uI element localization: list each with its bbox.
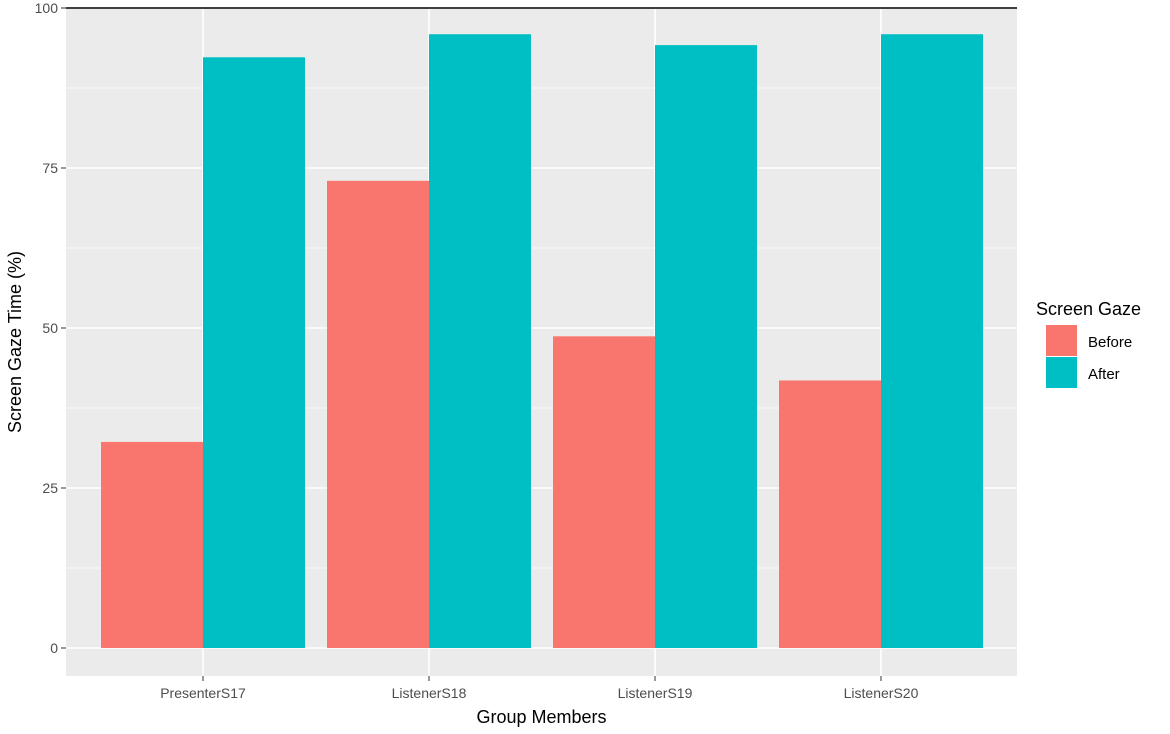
bar-before-presenters17 xyxy=(101,441,203,648)
bar-after-listeners20 xyxy=(881,34,983,649)
x-tick-label: ListenerS18 xyxy=(392,685,467,701)
y-axis: 0 25 50 75 100 xyxy=(35,0,66,656)
x-axis: PresenterS17 ListenerS18 ListenerS19 Listen… xyxy=(160,676,919,701)
bar-after-presenters17 xyxy=(203,57,305,648)
y-tick-label: 75 xyxy=(42,160,58,176)
legend-key-before xyxy=(1046,325,1077,356)
bar-after-listeners19 xyxy=(655,45,757,649)
bar-before-listeners18 xyxy=(327,180,429,649)
bars xyxy=(101,34,983,649)
x-tick-label: ListenerS19 xyxy=(618,685,693,701)
legend-label-before: Before xyxy=(1088,334,1132,351)
y-tick-label: 0 xyxy=(50,640,58,656)
x-axis-title: Group Members xyxy=(476,707,606,727)
legend-label-after: After xyxy=(1088,366,1120,383)
bar-before-listeners19 xyxy=(553,336,655,648)
legend-key-after xyxy=(1046,357,1077,388)
legend-title: Screen Gaze xyxy=(1036,299,1141,319)
y-tick-label: 100 xyxy=(35,0,59,16)
y-tick-label: 25 xyxy=(42,480,58,496)
legend: Screen Gaze Before After xyxy=(1036,299,1141,388)
y-axis-title: Screen Gaze Time (%) xyxy=(5,251,25,433)
y-tick-label: 50 xyxy=(42,320,58,336)
x-tick-label: ListenerS20 xyxy=(844,685,919,701)
bar-before-listeners20 xyxy=(779,380,881,648)
bar-after-listeners18 xyxy=(429,34,531,649)
x-tick-label: PresenterS17 xyxy=(160,685,246,701)
